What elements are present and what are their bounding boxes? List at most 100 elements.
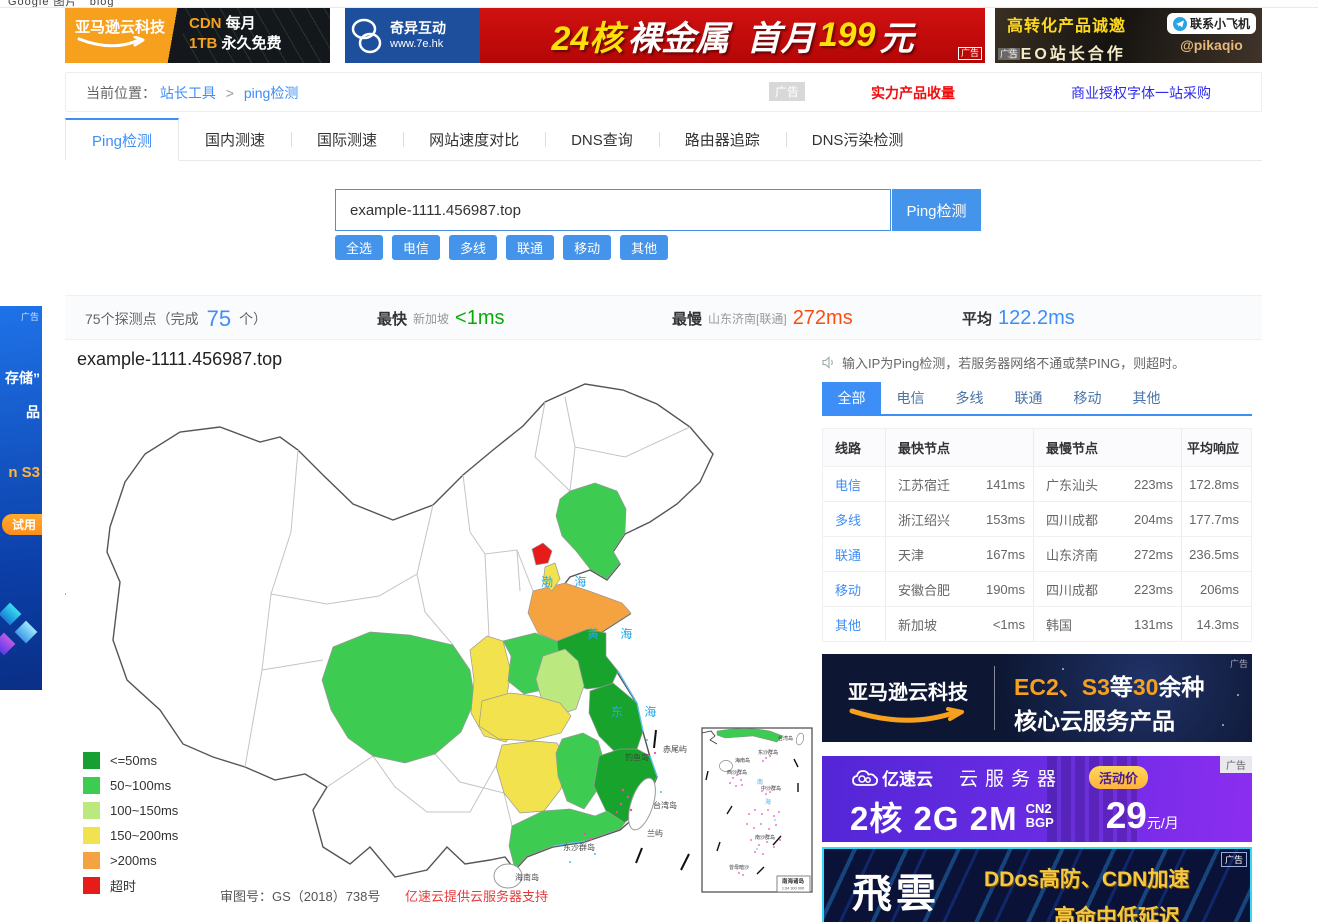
legend-item: 150~200ms (83, 823, 178, 848)
promo-link-font[interactable]: 商业授权字体一站采购 (1071, 85, 1211, 101)
tab-dns-pollution[interactable]: DNS污染检测 (785, 118, 930, 160)
map-sponsor-link[interactable]: 亿速云提供云服务器支持 (405, 889, 549, 904)
south-china-sea-inset: 台湾岛 海南岛 东沙群岛 西沙群岛 中沙群岛 南沙群岛 曾母暗沙 南 海 (701, 727, 813, 893)
result-tab-telecom[interactable]: 电信 (896, 390, 925, 406)
result-table-header: 线路 最快节点 最慢节点 平均响应 (823, 429, 1251, 466)
slowest-stat: 最慢 山东济南[联通] 272ms (672, 307, 853, 329)
right-ad-feiyun-ddos[interactable]: 飛雲 DDos高防、CDN加速 高命中低延迟 广告 (822, 847, 1252, 922)
fastest-stat: 最快 新加坡 <1ms (377, 307, 505, 329)
tab-dns-lookup[interactable]: DNS查询 (545, 118, 659, 160)
yisuyun-product: 云服务器 (959, 769, 1064, 790)
island-label-hainan: 海南岛 (515, 872, 539, 882)
ad-badge: 广告 (1229, 659, 1248, 669)
table-row: 其他 新加坡 <1ms 韩国 131ms 14.3ms (823, 606, 1251, 641)
legend-swatch (83, 802, 100, 819)
inset-scale: 1:64 300 000 (782, 887, 804, 891)
free-trial-button[interactable]: 试用 (1, 514, 42, 535)
result-tab-bar: 全部 电信 多线 联通 移动 其他 (822, 382, 1252, 416)
telegram-handle: @pikaqio (1180, 37, 1243, 53)
island-label-dongsha: 东沙群岛 (563, 842, 595, 852)
filter-telecom-button[interactable]: 电信 (392, 235, 441, 260)
result-table: 线路 最快节点 最慢节点 平均响应 电信 江苏宿迁 141ms 广东汕头 223… (822, 428, 1252, 642)
yisuyun-spec-line: 2核 2G 2M CN2 BGP 29 元/月 (850, 795, 1179, 837)
tab-traceroute[interactable]: 路由器追踪 (658, 118, 786, 160)
ping-submit-button[interactable]: Ping检测 (892, 189, 981, 231)
right-ad-yisuyun[interactable]: 亿速云 云服务器 活动价 2核 2G 2M CN2 BGP 29 元/月 广告 (822, 756, 1252, 842)
amazon-smile-icon (849, 707, 964, 723)
probe-done-count: 75 (206, 305, 232, 331)
browser-bookmarks-strip: Google 图片 blog (0, 0, 1318, 8)
tab-ping[interactable]: Ping检测 (65, 118, 180, 161)
breadcrumb-link-ping[interactable]: ping检测 (243, 85, 299, 101)
isometric-illustration (14, 620, 38, 644)
inset-sea-label-1: 南 (757, 778, 763, 786)
inset-sea-label-2: 海 (765, 798, 771, 806)
breadcrumb-link-home[interactable]: 站长工具 (159, 85, 216, 101)
legend-swatch (83, 877, 100, 894)
ping-tip: 输入IP为Ping检测，若服务器网络不通或禁PING，则超时。 (822, 352, 1252, 372)
map-domain-title: example-1111.456987.top (77, 349, 283, 369)
sea-label-bohai: 渤 海 (541, 574, 595, 589)
island-label-diaoyu: 钓鱼岛 (625, 752, 649, 762)
result-tab-unicom[interactable]: 联通 (1014, 390, 1043, 406)
amazon-brand: 亚马逊云科技 (65, 8, 183, 63)
qiyi-headline: 24核 裸金属 首月 199 元 广告 (480, 8, 985, 63)
result-tab-other[interactable]: 其他 (1132, 390, 1161, 406)
inset-label-hainan: 海南岛 (735, 757, 750, 764)
feiyun-brand: 飛雲 (852, 871, 940, 916)
isometric-illustration (0, 602, 22, 626)
island-label-lanyu: 兰屿 (647, 828, 663, 838)
cdn-ad-text: CDN 每月 1TB 永久免费 (183, 8, 330, 63)
filter-other-button[interactable]: 其他 (620, 235, 669, 260)
probe-count: 75个探测点（完成 75 个） (85, 305, 268, 331)
filter-all-button[interactable]: 全选 (335, 235, 384, 260)
qiyi-brand-block: 奇异互动 www.7e.hk (345, 8, 480, 63)
legend-swatch (83, 752, 100, 769)
map-legend: <=50ms 50~100ms 100~150ms 150~200ms >200… (83, 748, 178, 898)
island-label-taiwan: 台湾岛 (653, 800, 677, 810)
amazon-brand: 亚马逊云科技 (848, 676, 968, 733)
breadcrumb-bar: 当前位置： 站长工具 > ping检测 广告 实力产品收量 商业授权字体一站采购 (65, 72, 1262, 112)
result-tab-multiline[interactable]: 多线 (955, 390, 984, 406)
result-tab-mobile[interactable]: 移动 (1073, 390, 1102, 406)
table-row: 联通 天津 167ms 山东济南 272ms 236.5ms (823, 536, 1251, 571)
ad-badge: 广告 (1220, 852, 1247, 867)
left-ad-amazon-s3[interactable]: 广告 存储” 品 n S3 试用 (0, 306, 42, 690)
inset-title: 南海诸岛 (782, 877, 805, 885)
legend-item: 超时 (83, 873, 178, 898)
ad-badge: 广告 (769, 82, 806, 101)
legend-item: 50~100ms (83, 773, 178, 798)
map-approval-number: 审图号：GS（2018）738号 (220, 889, 381, 904)
tab-international-speed[interactable]: 国际测速 (291, 118, 403, 160)
result-tab-all[interactable]: 全部 (822, 382, 881, 414)
average-stat: 平均 122.2ms (962, 307, 1075, 329)
table-row: 电信 江苏宿迁 141ms 广东汕头 223ms 172.8ms (823, 466, 1251, 501)
promo-link-red[interactable]: 实力产品收量 (871, 85, 955, 101)
tab-domestic-speed[interactable]: 国内测速 (205, 131, 266, 149)
sea-label-huanghai: 黄 海 (587, 626, 641, 641)
filter-mobile-button[interactable]: 移动 (563, 235, 612, 260)
filter-multiline-button[interactable]: 多线 (449, 235, 498, 260)
breadcrumb: 当前位置： 站长工具 > ping检测 (86, 85, 299, 101)
china-ping-map: example-1111.456987.top (65, 342, 822, 920)
result-panel: 输入IP为Ping检测，若服务器网络不通或禁PING，则超时。 全部 电信 多线… (822, 352, 1252, 922)
inset-label-nansha: 南沙群岛 (755, 834, 775, 841)
feiyun-headline: DDos高防、CDN加速 (984, 868, 1190, 891)
inset-label-dongsha: 东沙群岛 (758, 749, 778, 756)
top-ad-seo-cooperation[interactable]: 高转化产品诚邀 SEO站长合作 联系小飞机 @pikaqio 广告 (995, 8, 1262, 63)
legend-item: >200ms (83, 848, 178, 873)
filter-unicom-button[interactable]: 联通 (506, 235, 555, 260)
seo-ad-contact: 联系小飞机 @pikaqio (1166, 13, 1256, 63)
top-ad-amazon-cdn[interactable]: 亚马逊云科技 CDN 每月 1TB 永久免费 (65, 8, 330, 63)
inset-label-xisha: 西沙群岛 (727, 769, 747, 776)
right-ad-amazon-ec2[interactable]: 亚马逊云科技 EC2、S3等30余种 核心云服务产品 广告 (822, 654, 1252, 742)
bookmark-fragments: Google 图片 blog (8, 0, 115, 8)
qiyi-logo-icon (351, 18, 382, 53)
table-row: 移动 安徽合肥 190ms 四川成都 223ms 206ms (823, 571, 1251, 606)
amazon-smile-icon (77, 36, 145, 48)
top-ad-qiyi-bare-metal[interactable]: 奇异互动 www.7e.hk 24核 裸金属 首月 199 元 广告 (345, 8, 985, 63)
ec2-subline: 核心云服务产品 (1014, 708, 1175, 734)
ping-domain-input[interactable] (335, 189, 891, 231)
tab-speed-compare[interactable]: 网站速度对比 (403, 118, 545, 160)
